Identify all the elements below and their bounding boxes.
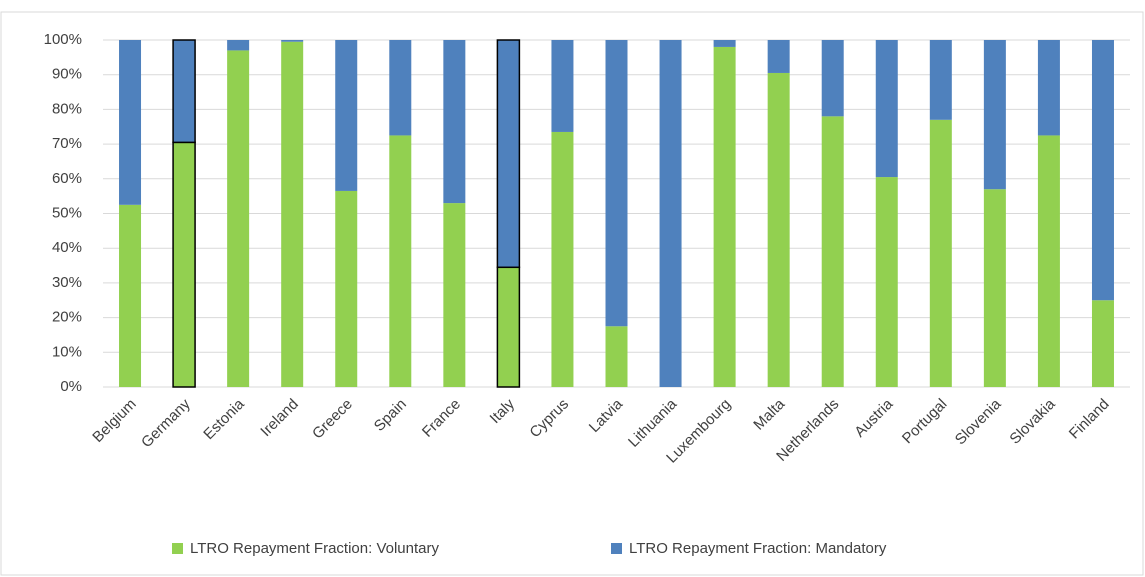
y-tick-label: 40% bbox=[52, 239, 82, 256]
y-tick-label: 80% bbox=[52, 100, 82, 117]
bar-segment bbox=[875, 40, 898, 178]
y-tick-label: 70% bbox=[52, 135, 82, 152]
bar-segment bbox=[172, 141, 196, 388]
bar-segment bbox=[119, 204, 142, 387]
bar-segment bbox=[983, 189, 1006, 387]
bar-segment bbox=[767, 72, 790, 387]
bar-segment bbox=[821, 116, 844, 387]
bar-segment bbox=[281, 41, 304, 388]
bar-segment bbox=[551, 40, 574, 132]
bar-segment bbox=[713, 40, 736, 47]
bar-segment bbox=[496, 266, 521, 388]
bar-segment bbox=[335, 40, 358, 191]
y-tick-label: 60% bbox=[52, 170, 82, 187]
bar-segment bbox=[929, 119, 952, 387]
bar-segment bbox=[119, 40, 142, 205]
y-tick-label: 50% bbox=[52, 204, 82, 221]
legend-label: LTRO Repayment Fraction: Mandatory bbox=[629, 540, 887, 557]
bar-segment bbox=[227, 50, 250, 387]
legend-swatch bbox=[172, 543, 183, 554]
bar-segment bbox=[605, 326, 628, 387]
bar-segment bbox=[1091, 40, 1114, 301]
bar-segment bbox=[443, 40, 466, 204]
bar-segment bbox=[713, 46, 736, 387]
bar-segment bbox=[172, 39, 196, 144]
bar-segment bbox=[875, 177, 898, 387]
bar-segment bbox=[227, 40, 250, 51]
bar-segment bbox=[443, 203, 466, 387]
bar-segment bbox=[1091, 300, 1114, 387]
legend-label: LTRO Repayment Fraction: Voluntary bbox=[190, 540, 439, 557]
y-tick-label: 100% bbox=[44, 31, 82, 48]
bar-segment bbox=[983, 40, 1006, 190]
bar-segment bbox=[821, 40, 844, 117]
bar-segment bbox=[496, 39, 521, 269]
y-tick-label: 20% bbox=[52, 309, 82, 326]
bar-segment bbox=[767, 40, 790, 73]
y-tick-label: 10% bbox=[52, 343, 82, 360]
bar-segment bbox=[1037, 40, 1060, 136]
bar-segment bbox=[281, 40, 304, 42]
y-tick-label: 30% bbox=[52, 274, 82, 291]
bar-segment bbox=[389, 40, 412, 136]
bar-segment bbox=[1037, 135, 1060, 387]
bar-segment bbox=[335, 190, 358, 387]
bar-segment bbox=[551, 131, 574, 387]
y-tick-label: 0% bbox=[60, 378, 82, 395]
y-tick-label: 90% bbox=[52, 66, 82, 83]
bar-segment bbox=[605, 40, 628, 327]
legend-swatch bbox=[611, 543, 622, 554]
bar-segment bbox=[659, 40, 682, 387]
bar-segment bbox=[929, 40, 952, 120]
bar-segment bbox=[389, 135, 412, 387]
